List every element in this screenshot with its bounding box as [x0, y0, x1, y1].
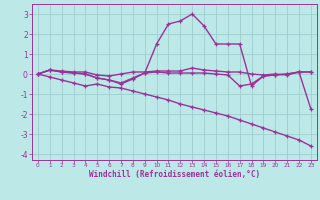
X-axis label: Windchill (Refroidissement éolien,°C): Windchill (Refroidissement éolien,°C) [89, 170, 260, 179]
